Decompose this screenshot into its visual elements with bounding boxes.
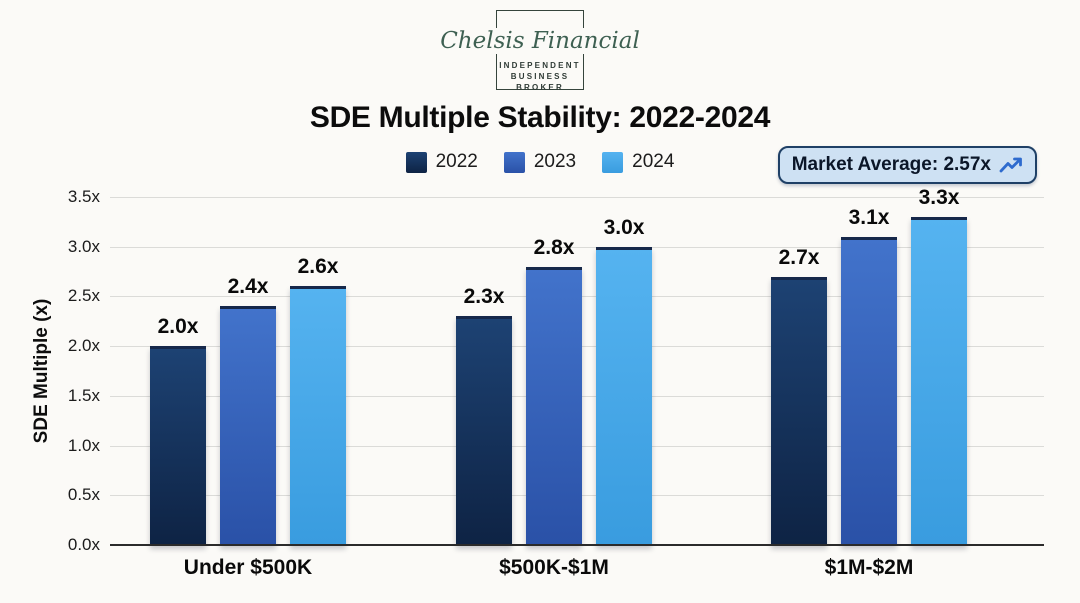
tagline-line: INDEPENDENT [499,61,581,70]
bar-value-label: 2.7x [778,245,820,269]
company-logo: Chelsis Financial INDEPENDENT BUSINESS B… [434,10,646,92]
gridline [110,197,1044,198]
bar [911,216,967,545]
legend-label: 2023 [533,151,577,172]
legend-swatch [405,151,427,173]
legend-item: 2022 [405,151,478,173]
bar [526,266,582,545]
bar [841,236,897,545]
company-tagline: INDEPENDENT BUSINESS BROKER [480,60,600,93]
bar-value-label: 2.8x [533,235,575,259]
bar-value-label: 2.4x [227,275,269,299]
tagline-line: BUSINESS [510,72,570,81]
y-tick-label: 1.5x [67,385,100,405]
y-tick-label: 0.0x [67,535,100,554]
company-name: Chelsis Financial [434,28,646,54]
chart-title: SDE Multiple Stability: 2022-2024 [309,101,771,134]
bar [456,316,512,545]
category-label: $1M-$2M [824,556,914,579]
market-average-label: Market Average: 2.57x [791,154,991,175]
tagline-line: BROKER [516,83,564,92]
bar-value-label: 2.3x [463,285,505,309]
bar-value-label: 2.6x [297,255,339,279]
x-axis-line [110,544,1044,546]
legend-label: 2024 [632,151,675,172]
gridline [110,246,1044,248]
legend-item: 2023 [503,151,577,173]
y-tick-label: 3.0x [67,236,100,256]
bar-value-label: 3.0x [603,215,645,239]
legend-swatch [602,151,624,173]
y-tick-label: 0.5x [67,485,100,505]
bar [290,286,346,545]
chart-legend: 2022 2023 2024 [0,151,1080,173]
y-tick-label: 2.5x [67,286,100,306]
market-average-badge: Market Average: 2.57x [777,146,1037,184]
bar [596,246,652,545]
bar [150,346,206,545]
bar [220,306,276,545]
y-tick-label: 1.0x [67,435,100,455]
y-tick-label: 3.5x [67,187,100,206]
legend-item: 2024 [602,151,674,173]
category-label: $500K-$1M [499,556,609,579]
y-axis-title: SDE Multiple (x) [31,298,52,444]
bar-value-label: 2.0x [157,315,199,339]
bar-value-label: 3.3x [918,185,960,209]
category-label: Under $500K [183,556,313,579]
y-tick-label: 2.0x [67,336,100,356]
trending-up-icon [999,157,1022,173]
bar-value-label: 3.1x [848,205,890,229]
bar [771,276,827,545]
legend-swatch [503,151,525,173]
legend-label: 2022 [435,151,478,172]
